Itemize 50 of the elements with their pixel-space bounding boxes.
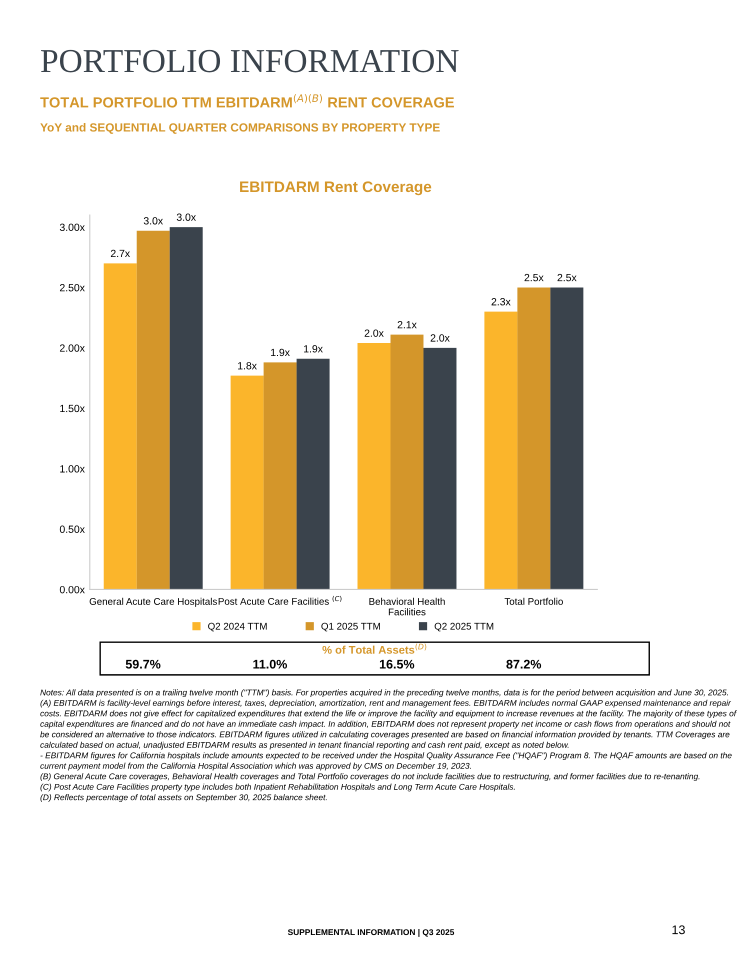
- data-label: 1.9x: [304, 345, 323, 353]
- y-tick-label: 0.00x: [60, 586, 85, 594]
- legend-label: Q2 2024 TTM: [208, 622, 267, 632]
- x-tick-label: General Acute Care Hospitals: [90, 598, 217, 607]
- text: 11.0%: [253, 660, 288, 669]
- legend-label: Q2 2025 TTM: [434, 622, 494, 632]
- data-label: 2.3x: [492, 298, 511, 306]
- data-label: 3.0x: [144, 217, 163, 225]
- data-label: 3.0x: [176, 214, 196, 221]
- bar: [517, 288, 550, 590]
- text: 16.5%: [380, 660, 414, 669]
- text: EBITDARM Rent Coverage: [240, 181, 432, 196]
- y-tick-label: 1.00x: [60, 465, 85, 473]
- data-label: 2.5x: [558, 274, 577, 282]
- x-tick-label: Total Portfolio: [504, 598, 563, 605]
- data-label: 2.0x: [364, 329, 384, 337]
- y-tick-label: 0.50x: [60, 526, 85, 533]
- text: 59.7%: [126, 660, 160, 669]
- bar: [390, 334, 424, 590]
- chart-title: TOTAL PORTFOLIO TTM EBITDARM$^{(A)(B)}$ RENT COVERAGE: [40, 94, 454, 108]
- bar: [358, 343, 390, 590]
- text: SUPPLEMENTAL INFORMATION | Q3 2025: [288, 929, 454, 937]
- y-tick-label: 2.00x: [60, 344, 85, 352]
- bar: [484, 312, 518, 590]
- text: % of Total Assets$^{(D)}$: [322, 644, 426, 654]
- bar: [423, 348, 456, 590]
- text: 87.2%: [506, 660, 542, 669]
- x-tick-label: Post Acute Care Facilities $^{(C)}$: [218, 596, 342, 605]
- data-label: 2.1x: [398, 321, 417, 328]
- bar: [136, 230, 170, 590]
- data-label: 1.9x: [271, 348, 290, 356]
- bar: [296, 358, 330, 590]
- y-tick-label: 3.00x: [60, 224, 85, 231]
- chart-subtitle: YoY and SEQUENTIAL QUARTER COMPARISONS BY PROPERTY TYPE: [40, 122, 440, 134]
- data-label: 2.7x: [110, 250, 130, 258]
- data-label: 1.8x: [238, 362, 257, 370]
- y-tick-label: 2.50x: [60, 284, 85, 292]
- data-label: 2.0x: [430, 334, 450, 342]
- x-tick-label: Behavioral Health Facilities: [369, 598, 445, 616]
- bar: [170, 227, 203, 590]
- bar: [550, 288, 584, 590]
- bar: [230, 376, 264, 590]
- text: 13: [672, 925, 685, 934]
- data-label: 2.5x: [524, 274, 544, 282]
- text: PORTFOLIO INFORMATION: [41, 50, 459, 72]
- text: Notes: All data presented is on a trailing twelve month ("TTM") basis. For properties acquired in the preceding twelve months, data is for the period between acquisition and June 30, 2025. (A) EBITDARM is facility-level earnings before interest, taxes, depreciation, amortization, rent and management fees. EBITDARM includes normal GAAP expensed maintenance and repair costs. EBITDARM does not give effect for capitalized expenditures that extend the life or improve the facility and equipment to increase revenues at the facility. The majority of these types of capital expenditures are financed and do not have an immediate cash impact. In addition, EBITDARM does not represent property net income or cash flows from operations and should not be considered an alternative to those indicators. EBITDARM figures utilized in calculating coverages presented are based on financial information provided by tenants. TTM Coverages are calculated based on actual, unadjusted EBITDARM results as presented in tenant financial reporting and cash rent paid, except as noted below. - EBITDARM figures for California hospitals include amounts expected to be received under the Hospital Quality Assurance Fee ("HQAF") Program 8. The HQAF amounts are based on the current payment model from the California Hospital Association which was approved by CMS on December 19, 2023. (B) General Acute Care coverages, Behavioral Health coverages and Total Portfolio coverages do not include facilities due to restructuring, and former facilities due to re-tenanting. (C) Post Acute Care Facilities property type includes both Inpatient Rehabilitation Hospitals and Long Term Acute Care Hospitals. (D) Reflects percentage of total assets on September 30, 2025 balance sheet.: [40, 689, 737, 802]
- legend-label: Q1 2025 TTM: [321, 622, 380, 632]
- bar: [104, 263, 137, 590]
- bar: [264, 362, 297, 590]
- y-tick-label: 1.50x: [60, 404, 85, 412]
